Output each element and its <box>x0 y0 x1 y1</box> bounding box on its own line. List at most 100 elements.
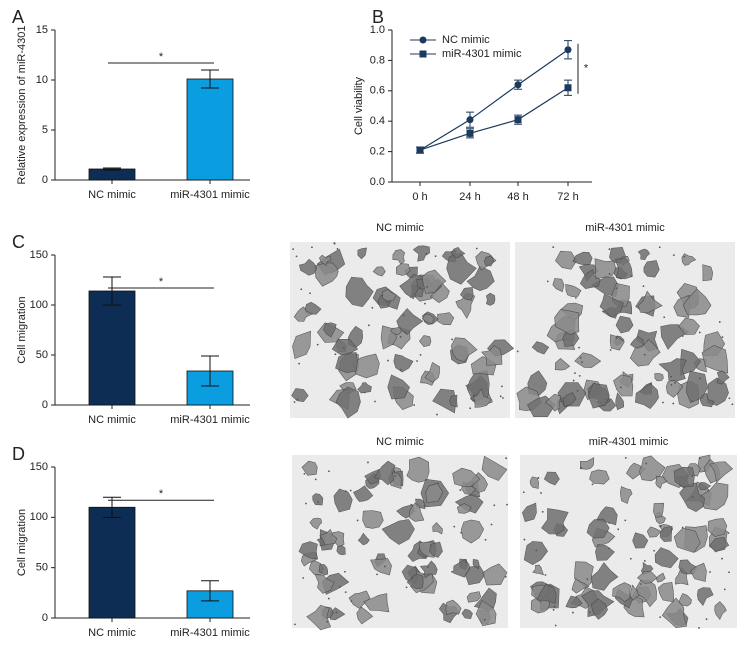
cell <box>552 278 565 293</box>
cell <box>615 392 625 411</box>
cell <box>594 258 617 280</box>
pore <box>579 356 582 359</box>
pore <box>314 478 317 481</box>
pore <box>298 362 301 365</box>
pore <box>691 400 694 403</box>
bar <box>88 290 136 406</box>
pore <box>493 504 496 507</box>
pore <box>670 375 673 378</box>
pore <box>501 385 503 388</box>
pore <box>484 538 487 541</box>
cell <box>634 383 659 409</box>
pore <box>465 561 467 564</box>
pore <box>546 280 549 283</box>
cell <box>373 460 396 486</box>
y-axis-label: Cell viability <box>353 76 365 135</box>
cell <box>673 527 701 553</box>
y-tick-label: 50 <box>36 562 48 574</box>
pore <box>416 360 418 362</box>
pore <box>523 538 526 541</box>
cell <box>522 502 537 522</box>
pore <box>639 583 642 585</box>
cell <box>460 287 474 301</box>
pore <box>707 489 710 492</box>
pore <box>404 331 407 334</box>
cell <box>531 341 550 355</box>
cell <box>639 455 666 482</box>
y-tick-label: 10 <box>36 74 48 86</box>
pore <box>630 275 633 278</box>
cell <box>421 313 435 325</box>
pore <box>580 466 583 469</box>
cell <box>437 312 455 326</box>
pore <box>419 354 422 356</box>
cell <box>481 345 503 366</box>
pore <box>670 383 673 386</box>
x-tick-label: 24 h <box>459 191 480 203</box>
cell <box>406 456 430 483</box>
cell <box>673 295 691 318</box>
pore <box>475 247 478 250</box>
pore <box>309 292 311 295</box>
pore <box>681 335 684 337</box>
pore <box>371 306 374 309</box>
cell <box>613 374 634 397</box>
cell <box>653 502 665 518</box>
pore <box>399 335 402 338</box>
pore <box>574 296 577 299</box>
y-tick-label: 5 <box>42 124 48 136</box>
pore <box>451 570 454 573</box>
cell <box>574 352 602 368</box>
cell <box>543 471 560 486</box>
pore <box>691 496 694 499</box>
pore <box>535 549 538 552</box>
pore <box>374 400 376 403</box>
pore <box>597 401 600 404</box>
cell <box>681 253 697 266</box>
y-tick-label: 100 <box>30 299 48 311</box>
cell <box>298 541 318 560</box>
pore <box>344 490 347 493</box>
error-bar <box>201 355 219 387</box>
series-line <box>419 49 569 151</box>
y-tick-label: 150 <box>30 461 48 473</box>
pore <box>705 618 708 621</box>
pore <box>624 519 627 522</box>
pore <box>544 574 547 576</box>
pore <box>317 501 319 503</box>
pore <box>394 475 397 477</box>
cell <box>292 330 311 360</box>
pore <box>576 389 579 392</box>
cell <box>615 257 633 280</box>
cell <box>364 468 381 485</box>
pore <box>721 557 723 560</box>
x-tick-label: 48 h <box>507 191 528 203</box>
cell <box>432 388 457 414</box>
cell <box>589 469 610 485</box>
cell <box>696 587 714 607</box>
pore <box>296 398 299 401</box>
cell <box>450 337 478 363</box>
y-axis-label: Cell migration <box>16 509 28 576</box>
cell <box>293 306 314 322</box>
pore <box>335 611 338 614</box>
significance-mark: * <box>159 51 164 63</box>
pore <box>608 522 611 524</box>
pore <box>506 503 508 506</box>
cell <box>421 269 447 294</box>
pore <box>303 472 306 475</box>
pore <box>709 571 711 573</box>
point <box>466 116 474 124</box>
cell <box>382 288 397 302</box>
cell <box>544 393 562 412</box>
point <box>564 46 572 54</box>
cell <box>452 467 481 488</box>
y-tick-label: 0.0 <box>370 176 385 188</box>
pore <box>588 611 591 614</box>
cell <box>432 522 443 535</box>
cell <box>419 335 432 348</box>
cell <box>571 578 590 594</box>
pore <box>386 301 389 303</box>
pore <box>560 400 563 403</box>
